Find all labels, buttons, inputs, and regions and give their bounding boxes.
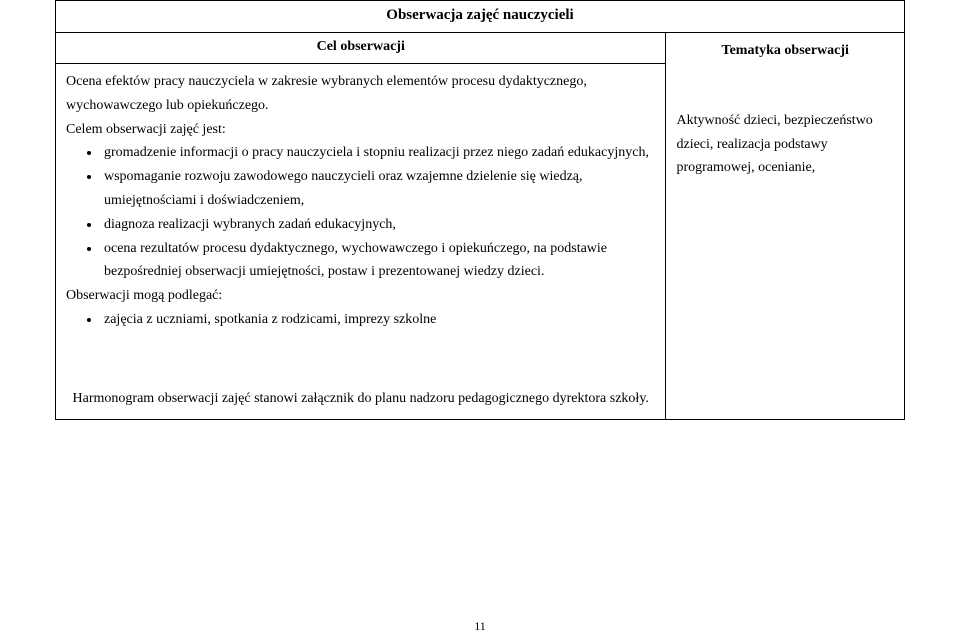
left-col-heading: Cel obserwacji (56, 33, 666, 64)
document-page: Obserwacja zajęć nauczycieli Cel obserwa… (0, 0, 960, 642)
table-title: Obserwacja zajęć nauczycieli (56, 1, 905, 33)
footer-line: Harmonogram obserwacji zajęć stanowi zał… (66, 387, 655, 411)
intro-paragraph: Ocena efektów pracy nauczyciela w zakres… (66, 70, 655, 118)
left-body: Ocena efektów pracy nauczyciela w zakres… (56, 64, 666, 420)
subject-intro: Obserwacji mogą podlegać: (66, 284, 655, 308)
list-item: wspomaganie rozwoju zawodowego nauczycie… (101, 165, 655, 213)
right-col: Tematyka obserwacji Aktywność dzieci, be… (666, 33, 905, 420)
list-item: ocena rezultatów procesu dydaktycznego, … (101, 237, 655, 285)
list-item: diagnoza realizacji wybranych zadań eduk… (101, 213, 655, 237)
goal-intro: Celem obserwacji zajęć jest: (66, 118, 655, 142)
list-item: gromadzenie informacji o pracy nauczycie… (101, 141, 655, 165)
right-col-body: Aktywność dzieci, bezpieczeństwo dzieci,… (676, 109, 894, 180)
page-number: 11 (0, 619, 960, 634)
goal-bullets: gromadzenie informacji o pracy nauczycie… (66, 141, 655, 284)
list-item: zajęcia z uczniami, spotkania z rodzicam… (101, 308, 655, 332)
subject-bullets: zajęcia z uczniami, spotkania z rodzicam… (66, 308, 655, 332)
observation-table: Obserwacja zajęć nauczycieli Cel obserwa… (55, 0, 905, 420)
right-col-heading: Tematyka obserwacji (676, 39, 894, 63)
